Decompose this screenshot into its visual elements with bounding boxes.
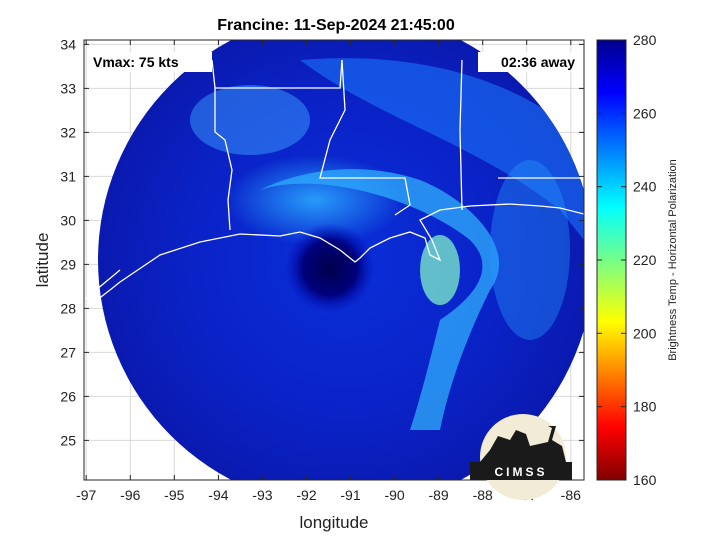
axes-frame — [83, 39, 585, 481]
colorbar-ticks: 160 180 200 220 240 260 280 — [597, 32, 657, 488]
colorbar-tick-label: 260 — [633, 105, 657, 121]
cloud-band-north — [300, 58, 584, 240]
x-tick-label: -96 — [120, 487, 140, 503]
convective-core — [420, 235, 460, 305]
colorbar-tick-label: 280 — [633, 32, 657, 48]
x-tick-label: -88 — [473, 487, 493, 503]
y-axis-label: latitude — [33, 233, 52, 288]
storm-eye — [285, 223, 375, 313]
gulf-coastline — [84, 203, 584, 311]
x-axis-label: longitude — [299, 513, 368, 532]
y-tick-label: 34 — [60, 36, 76, 52]
vmax-annotation: Vmax: 75 kts — [93, 54, 179, 70]
colorbar-tick-label: 220 — [633, 252, 657, 268]
y-tick-label: 26 — [60, 388, 76, 404]
y-tick-label: 29 — [60, 256, 76, 272]
cimss-logo: CIMSS — [470, 414, 572, 500]
x-tick-label: -86 — [561, 487, 581, 503]
texas-coast-bend — [84, 269, 121, 301]
cloud-patch-east — [490, 160, 570, 340]
logo-banner — [470, 462, 572, 480]
x-tick-label: -94 — [208, 487, 228, 503]
x-tick-label: -93 — [252, 487, 272, 503]
texas-louisiana-border — [214, 88, 233, 231]
colorbar-label: Brightness Temp - Horizontal Polarizatio… — [667, 159, 679, 361]
arkansas-louisiana-border — [211, 59, 343, 89]
y-tick-label: 28 — [60, 300, 76, 316]
y-tick-label: 31 — [60, 168, 76, 184]
x-tick-label: -89 — [428, 487, 448, 503]
x-tick-label: -92 — [296, 487, 316, 503]
colorbar-tick-label: 180 — [633, 399, 657, 415]
x-tick-label: -95 — [164, 487, 184, 503]
logo-text: CIMSS — [494, 465, 547, 479]
logo-silhouette — [480, 426, 566, 462]
cloud-patch — [190, 85, 310, 155]
colorbar-tick-label: 240 — [633, 179, 657, 195]
y-tick-label: 27 — [60, 344, 76, 360]
mississippi-alabama-border — [459, 59, 463, 211]
x-tick-label: -91 — [340, 487, 360, 503]
eta-annotation: 02:36 away — [501, 54, 575, 70]
y-tick-label: 30 — [60, 212, 76, 228]
colorbar-tick-label: 200 — [633, 325, 657, 341]
x-tick-label: -90 — [384, 487, 404, 503]
y-tick-label: 32 — [60, 124, 76, 140]
louisiana-mississippi-border — [319, 59, 411, 216]
rainband-east — [260, 169, 500, 430]
x-tick-label: -97 — [76, 487, 96, 503]
y-tick-label: 33 — [60, 80, 76, 96]
chart-title: Francine: 11-Sep-2024 21:45:00 — [217, 17, 455, 34]
microwave-swath — [84, 40, 584, 480]
vmax-box — [88, 52, 212, 72]
coastlines — [84, 59, 584, 311]
colorbar-tick-label: 160 — [633, 472, 657, 488]
eta-box — [478, 52, 580, 72]
y-tick-label: 25 — [60, 432, 76, 448]
